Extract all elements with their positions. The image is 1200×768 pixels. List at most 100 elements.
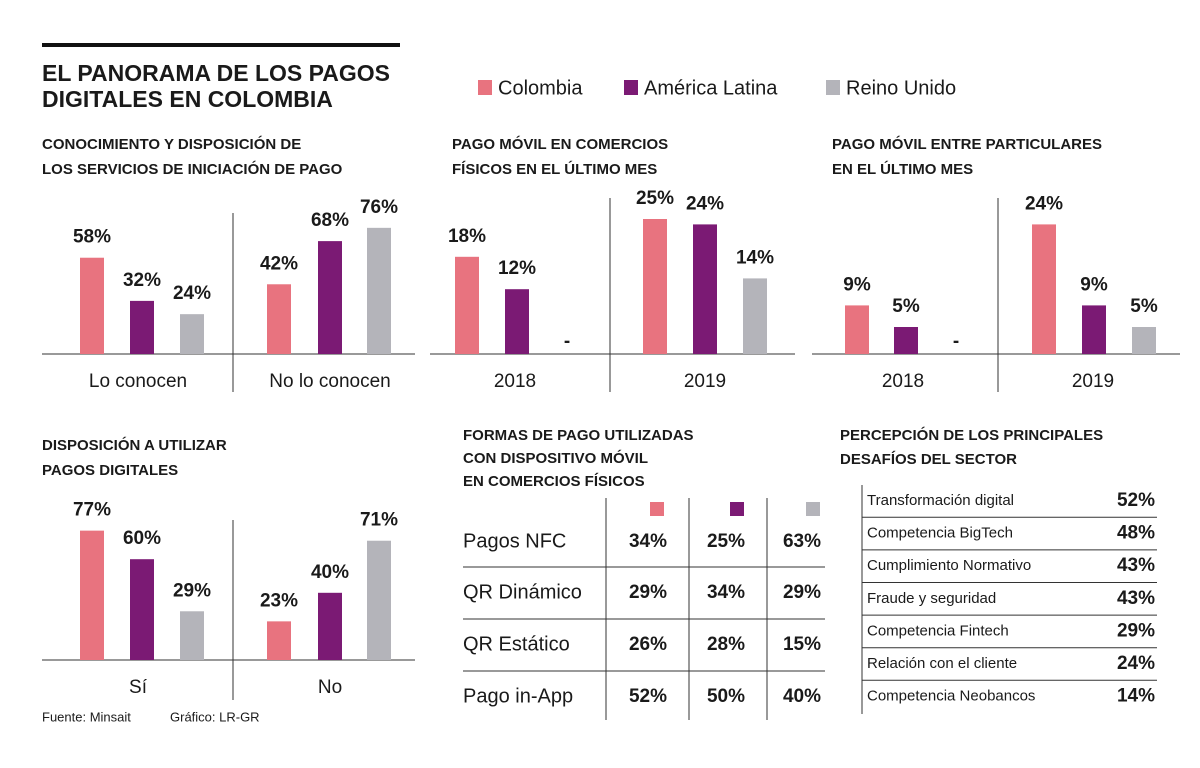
row-label: Relación con el cliente	[867, 655, 1017, 672]
chart-subtitle: EN EL ÚLTIMO MES	[832, 160, 973, 178]
bar	[1132, 327, 1156, 354]
bar	[643, 219, 667, 354]
bar	[367, 540, 391, 660]
table-value: 14%	[1117, 686, 1155, 707]
value-label: 5%	[892, 296, 920, 317]
row-label: Cumplimiento Normativo	[867, 557, 1031, 574]
category-label: Sí	[129, 677, 148, 698]
value-label: -	[564, 331, 570, 352]
bar	[267, 621, 291, 660]
top-rule	[42, 43, 400, 47]
table-value: 34%	[707, 582, 745, 603]
column-swatch	[650, 502, 664, 516]
table-value: 52%	[1117, 490, 1155, 511]
table-value: 43%	[1117, 555, 1155, 576]
value-label: 40%	[311, 562, 349, 583]
value-label: 42%	[260, 253, 298, 274]
value-label: 5%	[1130, 296, 1158, 317]
value-label: 77%	[73, 500, 111, 521]
credit: Gráfico: LR-GR	[170, 709, 260, 724]
column-swatch	[730, 502, 744, 516]
legend-label: Reino Unido	[846, 77, 956, 99]
chart-subtitle: PAGO MÓVIL EN COMERCIOS	[452, 135, 668, 153]
category-label: 2018	[882, 371, 924, 392]
table-value: 50%	[707, 686, 745, 707]
bar	[130, 559, 154, 660]
bar	[693, 224, 717, 354]
table-value: 29%	[629, 582, 667, 603]
legend-swatch	[826, 80, 840, 95]
category-label: 2019	[1072, 371, 1114, 392]
value-label: 32%	[123, 270, 161, 291]
value-label: 14%	[736, 247, 774, 268]
bar	[1032, 224, 1056, 354]
table-title: EN COMERCIOS FÍSICOS	[463, 473, 645, 490]
legend-label: América Latina	[644, 77, 778, 99]
bar	[1082, 305, 1106, 354]
table-value: 26%	[629, 634, 667, 655]
value-label: 24%	[1025, 193, 1063, 214]
bar	[267, 284, 291, 354]
value-label: 12%	[498, 258, 536, 279]
row-label: Fraude y seguridad	[867, 590, 996, 607]
value-label: 71%	[360, 510, 398, 531]
value-label: 29%	[173, 580, 211, 601]
table-title: CON DISPOSITIVO MÓVIL	[463, 449, 648, 467]
table-title: PERCEPCIÓN DE LOS PRINCIPALES	[840, 426, 1103, 444]
value-label: 9%	[1080, 274, 1108, 295]
table-title: DESAFÍOS DEL SECTOR	[840, 451, 1017, 468]
table-value: 29%	[1117, 620, 1155, 641]
legend-swatch	[478, 80, 492, 95]
bar	[367, 227, 391, 354]
table-value: 25%	[707, 531, 745, 552]
bar	[180, 314, 204, 354]
chart-subtitle: PAGOS DIGITALES	[42, 462, 178, 479]
table-value: 63%	[783, 531, 821, 552]
value-label: 9%	[843, 274, 871, 295]
chart-subtitle: LOS SERVICIOS DE INICIACIÓN DE PAGO	[42, 160, 343, 178]
category-label: 2018	[494, 371, 536, 392]
category-label: 2019	[684, 371, 726, 392]
legend-label: Colombia	[498, 77, 583, 99]
table-title: FORMAS DE PAGO UTILIZADAS	[463, 427, 694, 444]
bar	[455, 256, 479, 354]
value-label: 25%	[636, 188, 674, 209]
column-swatch	[806, 502, 820, 516]
category-label: No lo conocen	[269, 371, 390, 392]
table-value: 24%	[1117, 653, 1155, 674]
table-value: 29%	[783, 582, 821, 603]
bar	[505, 289, 529, 354]
value-label: 23%	[260, 590, 298, 611]
table-value: 15%	[783, 634, 821, 655]
row-label: Competencia Neobancos	[867, 688, 1035, 705]
category-label: Lo conocen	[89, 371, 187, 392]
value-label: 76%	[360, 197, 398, 218]
value-label: 68%	[311, 210, 349, 231]
bar	[318, 592, 342, 660]
value-label: 60%	[123, 528, 161, 549]
bar	[130, 300, 154, 354]
legend-swatch	[624, 80, 638, 95]
bar	[894, 327, 918, 354]
table-value: 34%	[629, 531, 667, 552]
value-label: 24%	[686, 193, 724, 214]
table-value: 28%	[707, 634, 745, 655]
value-label: -	[953, 331, 959, 352]
row-label: Competencia Fintech	[867, 622, 1009, 639]
table-value: 43%	[1117, 588, 1155, 609]
bar	[743, 278, 767, 354]
row-label: Transformación digital	[867, 492, 1014, 509]
row-label: Pago in-App	[463, 685, 573, 707]
row-label: Competencia BigTech	[867, 525, 1013, 542]
chart-subtitle: PAGO MÓVIL ENTRE PARTICULARES	[832, 135, 1102, 153]
row-label: QR Estático	[463, 633, 570, 655]
title: EL PANORAMA DE LOS PAGOS	[42, 60, 390, 86]
source: Fuente: Minsait	[42, 709, 131, 724]
category-label: No	[318, 677, 342, 698]
value-label: 18%	[448, 226, 486, 247]
table-value: 52%	[629, 686, 667, 707]
row-label: QR Dinámico	[463, 581, 582, 603]
value-label: 24%	[173, 283, 211, 304]
chart-subtitle: DISPOSICIÓN A UTILIZAR	[42, 436, 227, 454]
